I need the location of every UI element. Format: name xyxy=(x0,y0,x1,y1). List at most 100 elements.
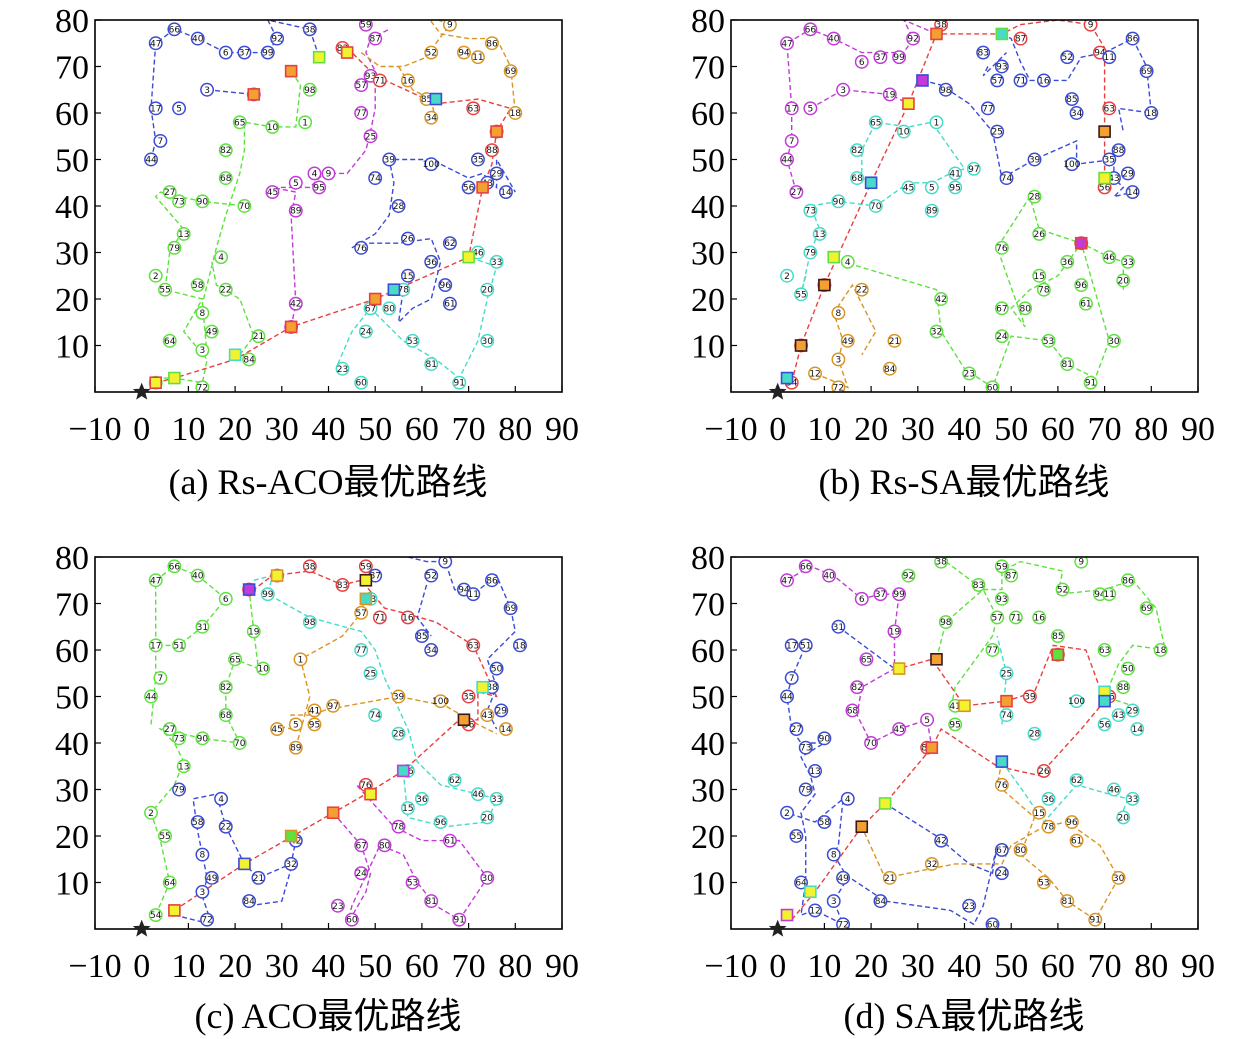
node-label: 59 xyxy=(360,562,372,572)
node-marker xyxy=(452,912,467,927)
y-tick-label: 40 xyxy=(55,726,89,763)
customer-node: 65 xyxy=(228,652,243,667)
node-label: 38 xyxy=(304,25,316,35)
node-label: 8 xyxy=(200,309,206,319)
node-marker xyxy=(195,884,210,899)
origin-star-marker xyxy=(132,382,151,400)
node-marker xyxy=(873,894,888,909)
node-label: 26 xyxy=(402,235,414,245)
customer-node: 28 xyxy=(391,199,406,213)
route-line xyxy=(155,47,512,384)
node-layer: 4766406379992381757443199865101826827907… xyxy=(144,20,523,392)
node-marker xyxy=(442,296,457,311)
node-label: 36 xyxy=(416,795,428,805)
node-marker xyxy=(489,791,504,806)
node-marker xyxy=(780,268,794,283)
node-marker xyxy=(195,306,210,320)
depot-marker xyxy=(1051,648,1065,661)
customer-node: 7 xyxy=(784,133,799,148)
node-label: 16 xyxy=(402,613,414,623)
node-marker xyxy=(246,624,261,639)
customer-node: 40 xyxy=(190,31,205,46)
node-marker xyxy=(358,559,373,574)
node-marker xyxy=(424,568,439,583)
node-marker xyxy=(414,629,429,643)
node-label: 100 xyxy=(1063,160,1080,170)
node-marker xyxy=(148,101,163,116)
node-label: 70 xyxy=(239,202,251,212)
node-label: 52 xyxy=(1057,586,1068,596)
depot-marker xyxy=(930,652,943,666)
node-marker xyxy=(148,36,163,51)
panel-caption: (c) ACO最优路线 xyxy=(195,996,462,1036)
customer-node: 86 xyxy=(1125,31,1140,46)
customer-node: 24 xyxy=(994,329,1009,344)
node-label: 71 xyxy=(374,76,385,86)
node-marker xyxy=(1041,791,1056,806)
node-marker xyxy=(1032,268,1047,283)
node-marker xyxy=(822,568,837,583)
customer-node: 85 xyxy=(414,629,429,643)
customer-node: 58 xyxy=(190,278,205,292)
customer-node: 33 xyxy=(489,254,504,269)
node-label: 58 xyxy=(192,281,204,291)
node-label: 26 xyxy=(1033,230,1045,240)
node-marker xyxy=(480,870,495,885)
node-marker xyxy=(298,115,313,130)
node-marker xyxy=(400,801,415,816)
customer-node: 99 xyxy=(260,587,275,602)
customer-node: 4 xyxy=(214,250,229,265)
customer-node: 92 xyxy=(901,568,916,583)
node-marker xyxy=(808,903,823,918)
node-label: 30 xyxy=(1108,337,1120,347)
node-label: 43 xyxy=(482,711,493,721)
route-layer xyxy=(786,560,1167,926)
node-label: 13 xyxy=(814,230,825,240)
customer-node: 92 xyxy=(270,31,285,46)
customer-node: 4 xyxy=(214,791,229,806)
node-label: 23 xyxy=(963,369,974,379)
node-label: 89 xyxy=(290,744,302,754)
node-marker xyxy=(873,50,888,65)
customer-node: 2 xyxy=(144,805,158,820)
node-label: 25 xyxy=(991,128,1002,138)
node-marker xyxy=(1013,73,1028,88)
node-marker xyxy=(242,894,257,909)
node-marker xyxy=(288,203,303,218)
node-label: 2 xyxy=(784,809,790,819)
depot-marker xyxy=(1098,125,1111,138)
node-marker xyxy=(831,380,846,392)
customer-node: 91 xyxy=(1083,375,1098,390)
customer-node: 74 xyxy=(999,171,1014,186)
node-marker xyxy=(489,166,504,181)
node-label: 7 xyxy=(158,137,164,147)
axis-ticks: −10 0 10 20 30 40 50 60 70 80 90 10 20 30 40 50 60 70 80 xyxy=(55,540,579,985)
node-label: 84 xyxy=(884,365,896,375)
route-line xyxy=(397,66,437,123)
node-label: 98 xyxy=(304,618,316,628)
node-label: 81 xyxy=(426,360,437,370)
customer-node: 99 xyxy=(892,50,907,65)
x-tick-label: 20 xyxy=(854,411,888,448)
y-tick-label: 20 xyxy=(691,819,725,856)
customer-node: 29 xyxy=(1125,703,1140,718)
depot-marker xyxy=(794,339,808,352)
customer-node: 93 xyxy=(994,591,1009,606)
customer-node: 62 xyxy=(1069,773,1084,788)
node-marker xyxy=(232,115,247,130)
route-line xyxy=(249,868,292,907)
customer-node: 63 xyxy=(466,638,481,653)
node-marker xyxy=(368,31,383,46)
depot-marker xyxy=(925,741,939,754)
node-marker xyxy=(256,661,271,676)
node-label: 69 xyxy=(505,67,517,77)
node-label: 84 xyxy=(875,897,887,907)
customer-node: 96 xyxy=(433,815,448,829)
y-tick-label: 30 xyxy=(55,773,89,810)
node-label: 24 xyxy=(996,332,1008,342)
node-marker xyxy=(167,240,182,255)
customer-node: 43 xyxy=(1111,708,1126,723)
node-marker xyxy=(489,661,504,676)
node-label: 86 xyxy=(1127,35,1139,45)
customer-node: 4 xyxy=(840,791,855,806)
